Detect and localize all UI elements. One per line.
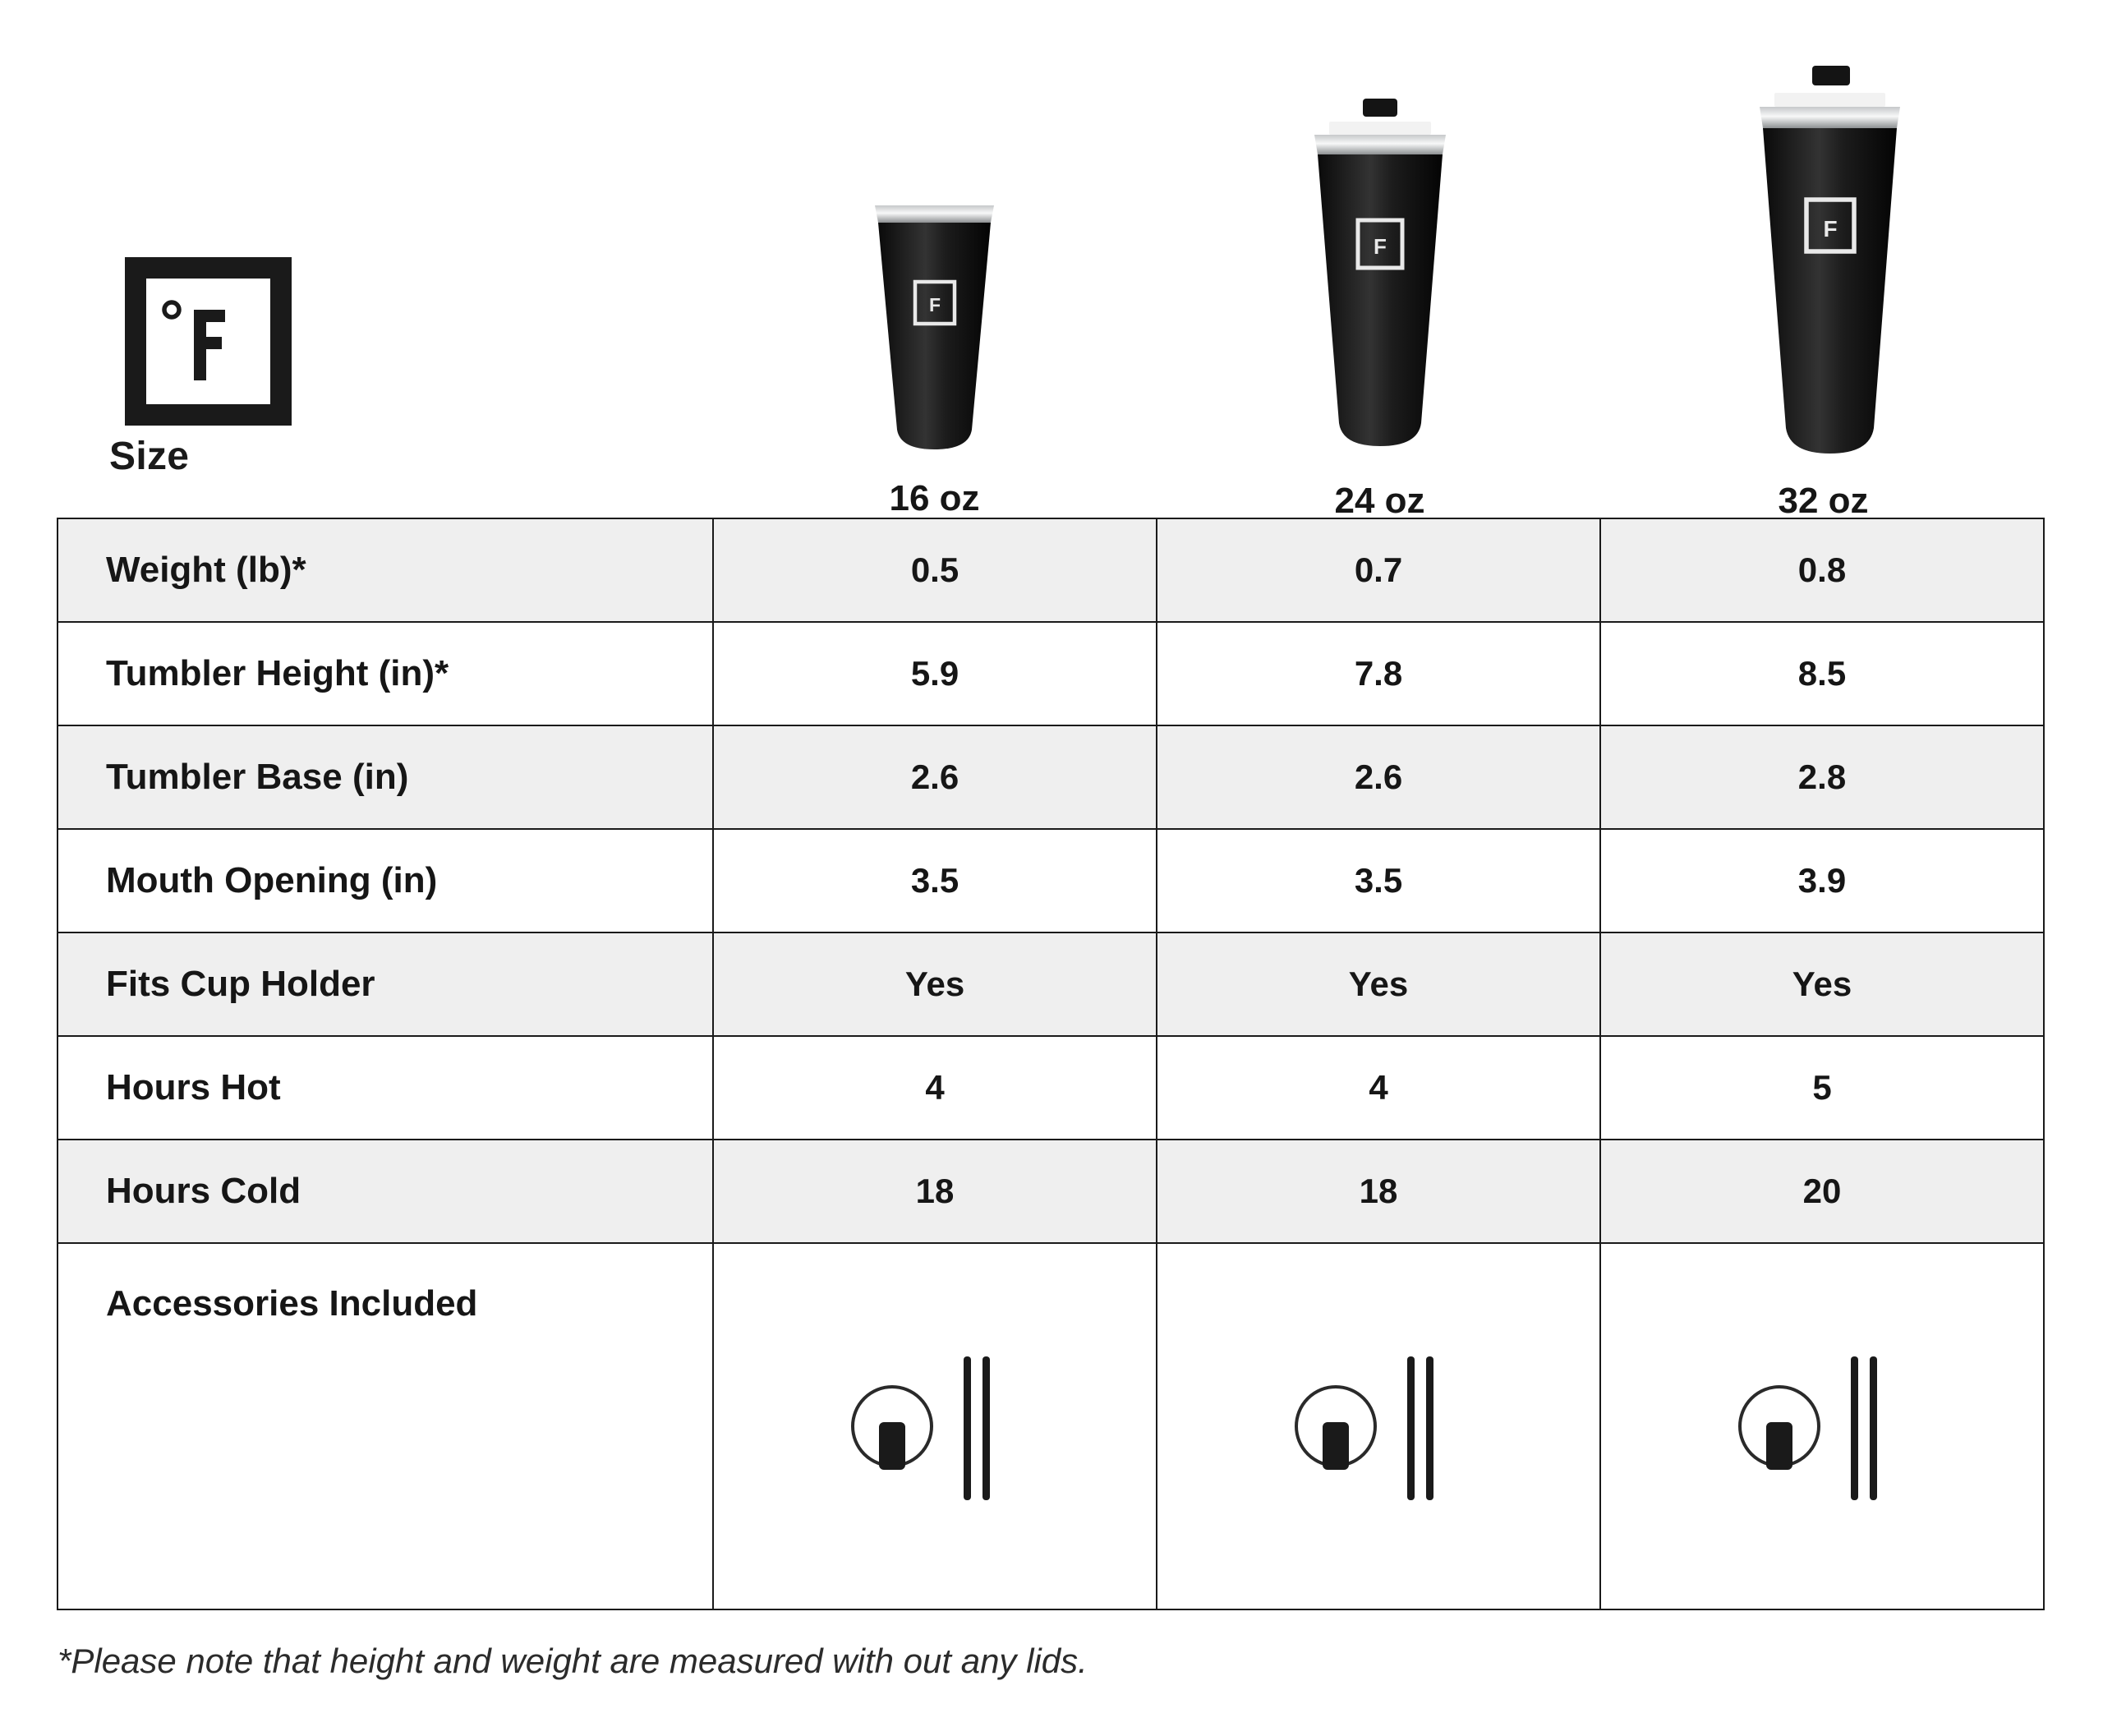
svg-text:F: F [929, 294, 941, 315]
svg-text:F: F [1374, 234, 1387, 259]
svg-text:F: F [1823, 216, 1837, 242]
